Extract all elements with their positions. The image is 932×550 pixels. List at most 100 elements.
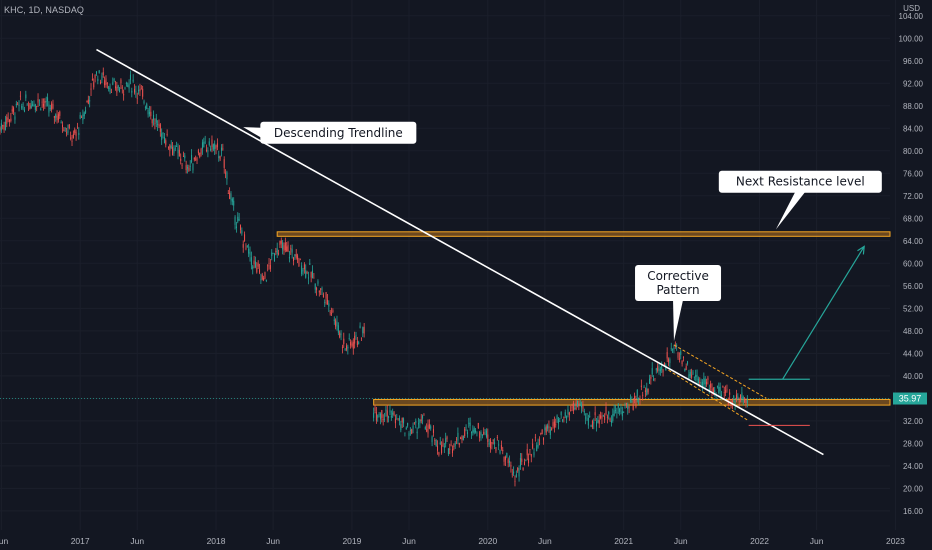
candle-body	[423, 414, 425, 416]
candle-body	[244, 234, 246, 241]
candle-body	[33, 105, 35, 107]
candle-body	[286, 246, 288, 252]
candle-body	[172, 147, 174, 156]
candle-body	[246, 246, 248, 248]
candle-body	[644, 390, 646, 393]
candle-body	[615, 410, 617, 411]
candle-body	[635, 400, 637, 408]
candle-body	[574, 408, 576, 410]
candle-body	[624, 406, 626, 408]
candle-body	[373, 412, 375, 418]
candle-body	[651, 368, 653, 375]
candle-body	[511, 473, 513, 475]
candle-body	[676, 345, 678, 346]
candle-body	[704, 378, 706, 385]
candle-body	[521, 458, 523, 462]
candle-body	[729, 392, 731, 395]
candle-body	[443, 446, 445, 448]
candle-body	[606, 416, 608, 418]
candle-body	[726, 389, 728, 391]
candle-body	[28, 105, 30, 107]
candle-body	[605, 406, 607, 415]
candle-body	[260, 278, 262, 281]
candle-body	[34, 104, 36, 110]
candle-body	[184, 155, 186, 159]
candle-body	[634, 396, 636, 401]
candle-body	[631, 400, 633, 402]
candle-body	[386, 410, 388, 417]
candle-body	[256, 267, 258, 273]
descending-trendline	[96, 48, 824, 456]
candle-body	[110, 92, 112, 93]
candle-body	[159, 124, 161, 132]
candle-body	[245, 248, 247, 250]
candle-body	[136, 97, 138, 99]
y-tick-label: 100.00	[899, 34, 924, 43]
callout-0[interactable]: Descending Trendline	[243, 121, 417, 144]
candle-body	[496, 437, 498, 438]
projection-arrow	[782, 246, 865, 380]
candle-body	[657, 366, 659, 371]
candle-body	[288, 257, 290, 259]
candle-body	[669, 359, 671, 364]
candle-body	[271, 252, 273, 256]
candle-body	[154, 123, 156, 124]
candle-body	[442, 442, 444, 446]
candle-body	[552, 422, 554, 427]
candle-body	[97, 78, 99, 81]
candle-body	[655, 368, 657, 371]
candle-body	[462, 435, 464, 440]
candle-body	[468, 422, 470, 424]
y-axis[interactable]: 104.00 100.00 96.00 92.00 88.00 84.00 80.00 76.…	[893, 12, 927, 516]
candle-body	[653, 379, 655, 381]
candle-body	[722, 386, 724, 387]
y-tick-label: 80.00	[903, 147, 924, 156]
candle-body	[475, 430, 477, 433]
candle-body	[491, 442, 493, 444]
candle-body	[119, 88, 121, 93]
candle-body	[268, 263, 270, 264]
candle-body	[610, 420, 612, 423]
candle-body	[363, 326, 365, 334]
candle-body	[197, 150, 199, 154]
candle-body	[632, 404, 634, 410]
callout-1[interactable]: Next Resistance level	[718, 170, 882, 230]
candle-body	[76, 126, 78, 128]
candle-body	[593, 422, 595, 424]
candle-body	[335, 320, 337, 327]
candle-body	[147, 109, 149, 115]
candle-body	[412, 425, 414, 429]
candle-body	[396, 418, 398, 420]
candle-body	[72, 134, 74, 138]
candle-body	[625, 402, 627, 406]
candle-body	[487, 434, 489, 442]
x-tick-label: Jun	[538, 536, 552, 546]
candle-body	[235, 226, 237, 228]
candle-body	[89, 100, 91, 102]
y-tick-label: 104.00	[899, 12, 924, 21]
candle-body	[263, 277, 265, 281]
candle-body	[658, 368, 660, 371]
candle-body	[32, 104, 34, 107]
candle-body	[464, 428, 466, 437]
candle-body	[571, 406, 573, 408]
candle-body	[351, 343, 353, 346]
x-tick-label: Jun	[674, 536, 688, 546]
currency-label: USD	[903, 4, 920, 13]
candle-body	[534, 437, 536, 439]
candle-body	[309, 263, 311, 265]
candle-body	[543, 437, 545, 441]
candle-body	[6, 116, 8, 124]
candle-body	[744, 399, 746, 403]
x-axis[interactable]: Jun 2017 Jun 2018 Jun 2019 Jun 2020 Jun 2021 Jun 20…	[0, 536, 905, 546]
candle-body	[472, 429, 474, 433]
candle-body	[112, 82, 114, 85]
candle-body	[206, 149, 208, 151]
candle-body	[551, 428, 553, 431]
y-tick-label: 32.00	[903, 417, 924, 426]
candle-body	[401, 417, 403, 423]
candle-body	[242, 244, 244, 248]
y-tick-label: 48.00	[903, 327, 924, 336]
